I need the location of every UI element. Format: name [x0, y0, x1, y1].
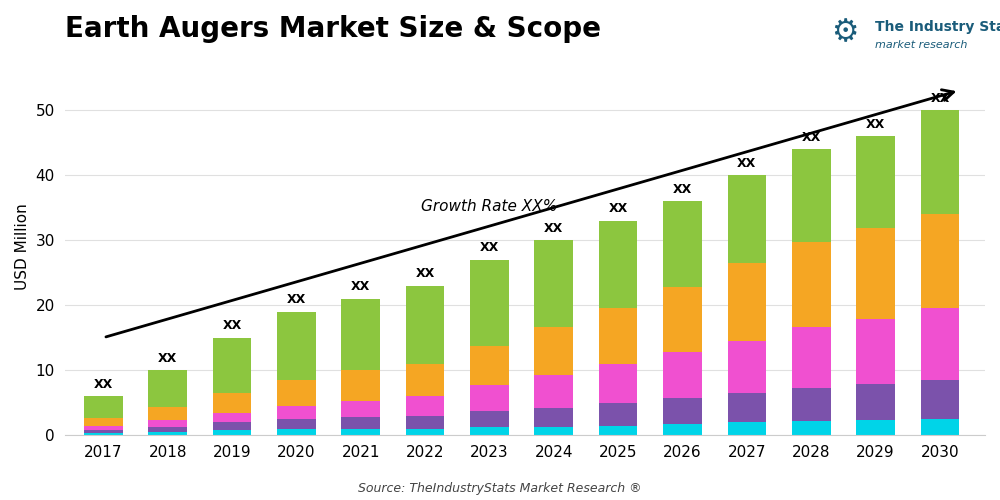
Bar — [534, 428, 573, 436]
Bar — [663, 287, 702, 352]
Bar — [406, 286, 444, 364]
Bar — [856, 319, 895, 384]
Bar — [148, 420, 187, 427]
Bar — [84, 426, 123, 430]
Bar — [470, 385, 509, 411]
Bar — [921, 380, 959, 419]
Bar — [470, 411, 509, 428]
Bar — [921, 110, 959, 214]
Bar — [728, 393, 766, 422]
Bar — [599, 308, 637, 364]
Bar — [277, 419, 316, 429]
Bar — [277, 429, 316, 436]
Bar — [277, 312, 316, 380]
Bar — [84, 430, 123, 434]
Bar — [856, 384, 895, 420]
Bar — [341, 401, 380, 417]
Text: The Industry Stats: The Industry Stats — [875, 20, 1000, 34]
Bar — [470, 260, 509, 346]
Text: XX: XX — [287, 294, 306, 306]
Bar — [406, 416, 444, 429]
Bar — [406, 396, 444, 416]
Text: XX: XX — [737, 157, 756, 170]
Bar — [856, 228, 895, 319]
Text: XX: XX — [544, 222, 563, 235]
Bar — [534, 240, 573, 326]
Text: market research: market research — [875, 40, 967, 50]
Text: XX: XX — [351, 280, 370, 293]
Bar — [792, 149, 831, 242]
Bar — [277, 406, 316, 419]
Bar — [84, 418, 123, 426]
Bar — [406, 429, 444, 436]
Bar — [213, 393, 251, 412]
Bar — [84, 396, 123, 417]
Bar — [921, 214, 959, 308]
Bar — [792, 388, 831, 421]
Bar — [84, 434, 123, 436]
Y-axis label: USD Million: USD Million — [15, 203, 30, 290]
Bar — [728, 422, 766, 436]
Bar — [148, 427, 187, 432]
Bar — [921, 308, 959, 380]
Bar — [599, 364, 637, 403]
Bar — [792, 421, 831, 436]
Bar — [341, 417, 380, 429]
Bar — [148, 432, 187, 436]
Bar — [856, 420, 895, 436]
Bar — [728, 175, 766, 263]
Bar — [148, 370, 187, 408]
Bar — [470, 346, 509, 385]
Text: XX: XX — [158, 352, 177, 365]
Bar — [213, 412, 251, 422]
Bar — [341, 429, 380, 436]
Bar — [728, 341, 766, 393]
Bar — [534, 326, 573, 376]
Bar — [213, 338, 251, 393]
Bar — [728, 263, 766, 341]
Text: Source: TheIndustryStats Market Research ®: Source: TheIndustryStats Market Research… — [358, 482, 642, 495]
Bar — [921, 419, 959, 436]
Bar — [341, 298, 380, 370]
Bar — [792, 326, 831, 388]
Text: XX: XX — [802, 130, 821, 143]
Bar — [856, 136, 895, 228]
Bar — [277, 380, 316, 406]
Text: Earth Augers Market Size & Scope: Earth Augers Market Size & Scope — [65, 15, 601, 43]
Bar — [213, 430, 251, 436]
Bar — [148, 408, 187, 420]
Bar — [599, 426, 637, 436]
Bar — [341, 370, 380, 401]
Bar — [663, 398, 702, 423]
Bar — [534, 376, 573, 408]
Bar — [792, 242, 831, 326]
Text: XX: XX — [930, 92, 950, 104]
Bar — [599, 402, 637, 425]
Bar — [534, 408, 573, 428]
Bar — [663, 424, 702, 436]
Text: XX: XX — [480, 242, 499, 254]
Bar — [663, 352, 702, 398]
Text: XX: XX — [673, 183, 692, 196]
Text: XX: XX — [94, 378, 113, 391]
Text: Growth Rate XX%: Growth Rate XX% — [421, 199, 558, 214]
Text: XX: XX — [866, 118, 885, 130]
Text: XX: XX — [609, 202, 628, 215]
Text: XX: XX — [415, 268, 435, 280]
Text: ⚙: ⚙ — [831, 18, 859, 47]
Bar — [406, 364, 444, 396]
Bar — [663, 201, 702, 287]
Text: XX: XX — [222, 320, 242, 332]
Bar — [213, 422, 251, 430]
Bar — [470, 428, 509, 436]
Bar — [599, 220, 637, 308]
